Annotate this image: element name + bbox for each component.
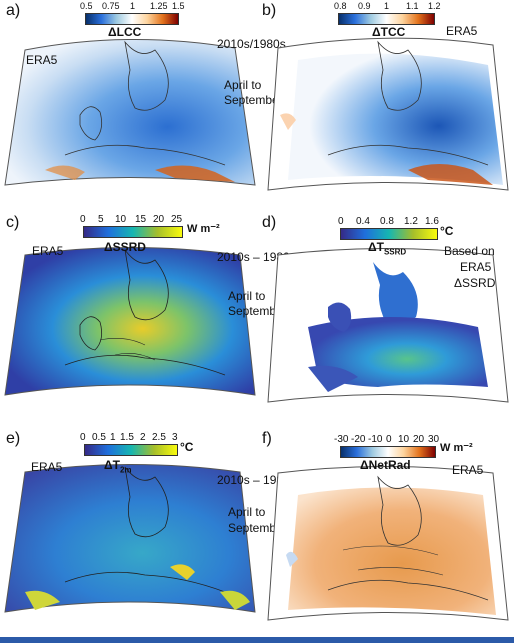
note-line-3: ΔSSRD (454, 276, 496, 290)
period-note: 2010s – 1980s (217, 473, 296, 487)
bottom-border (0, 637, 514, 643)
dataset-label: ERA5 (446, 24, 478, 38)
variable-title: ΔTCC (372, 25, 406, 39)
variable-title: ΔTSSRD (368, 240, 407, 257)
season-note-2: September (224, 93, 283, 107)
panel-label: c) (6, 214, 20, 231)
colorbar (340, 228, 438, 240)
colorbar-unit: W m⁻² (187, 223, 220, 235)
note-line-1: Based on (444, 244, 495, 258)
season-note-2: September (228, 521, 287, 535)
variable-title: ΔLCC (108, 25, 142, 39)
dataset-label: ERA5 (32, 244, 64, 258)
map-b (267, 37, 509, 191)
map-c (4, 247, 256, 396)
colorbar (338, 13, 435, 25)
panel-label: f) (262, 430, 272, 447)
season-note-1: April to (228, 289, 266, 303)
season-note-1: April to (224, 78, 262, 92)
colorbar-unit: W m⁻² (440, 442, 473, 454)
colorbar (83, 226, 183, 238)
colorbar (340, 446, 436, 458)
map-d (267, 248, 509, 403)
panel-label: e) (6, 430, 21, 447)
season-note-1: April to (228, 505, 266, 519)
colorbar (84, 444, 178, 456)
colorbar-unit: °C (180, 440, 194, 454)
period-note: 2010s – 1980s (217, 250, 296, 264)
map-f (267, 466, 509, 621)
variable-title: ΔNetRad (360, 458, 411, 472)
variable-title: ΔSSRD (104, 240, 146, 254)
dataset-label: ERA5 (26, 53, 58, 67)
variable-title: ΔT2m (104, 458, 132, 475)
map-a (4, 38, 256, 186)
panel-label: d) (262, 214, 277, 231)
map-e (4, 464, 256, 613)
period-note: 2010s/1980s (217, 37, 286, 51)
dataset-label: ERA5 (452, 463, 484, 477)
season-note-2: September (228, 304, 287, 318)
dataset-label: ERA5 (31, 460, 63, 474)
colorbar-unit: °C (440, 224, 454, 238)
note-line-2: ERA5 (460, 260, 492, 274)
panel-label: a) (6, 2, 21, 19)
panel-label: b) (262, 2, 277, 19)
colorbar (85, 13, 179, 25)
